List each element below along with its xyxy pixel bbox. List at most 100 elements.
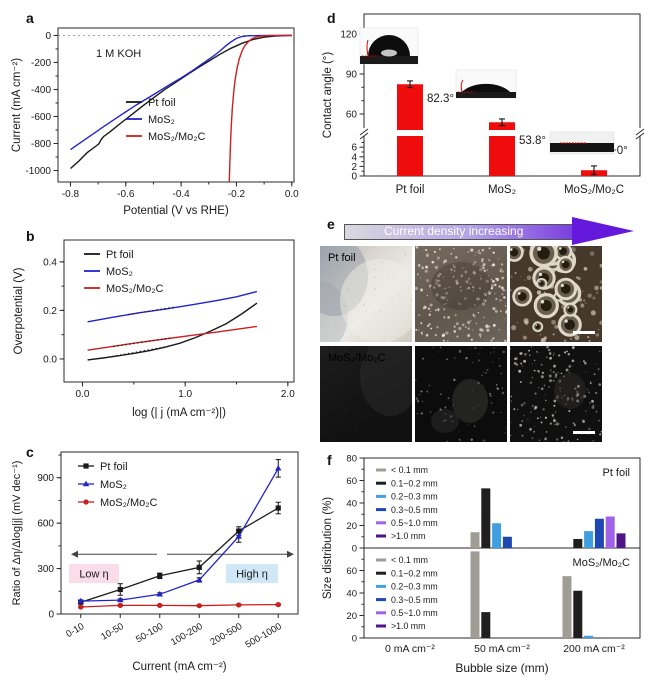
bubble [554,277,578,301]
svg-text:20: 20 [346,611,357,622]
bar-0.2~0.3 mm [492,523,502,548]
x-group-label: 200 mA cm⁻² [563,643,625,655]
svg-text:0.3~0.5 mm: 0.3~0.5 mm [391,505,438,515]
bar->1.0 mm [616,533,626,548]
svg-text:-1000: -1000 [25,166,51,177]
svg-text:-600: -600 [31,112,51,123]
x-axis-label: Potential (V vs RHE) [123,205,229,217]
svg-text:0.4: 0.4 [43,257,57,268]
svg-text:6: 6 [351,143,357,154]
svg-text:0: 0 [351,172,357,183]
series-MoS₂/Mo₂C [228,34,292,183]
photo-texture [415,346,506,442]
series-MoS₂ [70,34,292,151]
svg-text:>1.0 mm: >1.0 mm [391,531,425,541]
scale-bar [573,331,595,334]
svg-text:0.2~0.3 mm: 0.2~0.3 mm [391,582,438,592]
chart-polarization-curves: -0.8 -0.6 -0.4 -0.2 0.0 0 -200 -400 -600 -800 -100… [11,27,299,217]
svg-text:80: 80 [346,454,357,465]
photo-texture [510,246,602,342]
bar-0.3~0.5 mm [594,518,604,548]
svg-text:Pt foil: Pt foil [106,249,134,261]
panel-label-c: c [26,444,34,460]
series-MoS₂ [87,290,258,323]
value-label-pt: 82.3° [427,93,454,105]
photo-mos2mo2c-high-current [510,346,602,442]
x-group-label: 50 mA cm⁻² [474,643,530,655]
svg-text:2: 2 [351,162,357,173]
svg-text:60: 60 [346,566,357,577]
svg-text:0.0: 0.0 [285,189,299,200]
bar-0.1~0.2 mm [573,590,583,638]
bubble [529,246,558,268]
x-axis-label: Bubble size (mm) [455,661,548,675]
svg-text:< 0.1 mm: < 0.1 mm [391,555,428,565]
bar-< 0.1 mm [470,532,480,548]
photo-texture [320,246,412,342]
svg-text:-0.4: -0.4 [173,189,191,200]
svg-text:40: 40 [346,589,357,600]
legend: Pt foil MoS₂ MoS₂/Mo₂C [84,249,163,295]
svg-text:-0.2: -0.2 [228,189,246,200]
bar-0.1~0.2 mm [481,488,491,548]
bar-0.5~1.0 mm [605,516,615,548]
subplot-title: MoS₂/Mo₂C [573,557,630,569]
bar-0.3~0.5 mm [502,536,512,548]
svg-text:-800: -800 [31,139,51,150]
series-MoS₂/Mo₂C [78,602,281,610]
y-axis-label: Size distribution (%) [322,497,334,599]
bar-Pt foil [396,80,424,176]
axis-break-left [359,128,369,140]
svg-text:900: 900 [37,473,54,484]
electrolyte-annotation: 1 M KOH [96,48,141,60]
bubble [510,246,524,262]
plot-frame [63,239,295,383]
bubble [532,321,544,333]
svg-text:2.0: 2.0 [281,389,295,400]
chart-tafel-plots: 0.0 1.0 2.0 0.0 0.2 0.4 Pt foil MoS₂ MoS₂/Mo₂C lo… [13,239,295,419]
svg-text:-400: -400 [31,85,51,96]
svg-text:MoS₂/Mo₂C: MoS₂/Mo₂C [106,283,163,295]
svg-text:200-500: 200-500 [209,621,245,648]
axis-break-right [635,128,645,140]
svg-text:0: 0 [45,31,51,42]
bubble [557,255,575,274]
series-Pt foil [87,302,258,361]
photo-pt-foil-low-current: Pt foil [320,246,412,342]
y-axis-label: Ratio of Δη/Δlog|j| (mV dec⁻¹) [11,461,23,606]
series-MoS₂/Mo₂C [87,325,258,351]
svg-text:10-50: 10-50 [99,621,126,643]
bar-0.2~0.3 mm [584,531,594,548]
legend: Pt foil MoS₂ MoS₂/Mo₂C [126,97,205,143]
svg-text:0.5~1.0 mm: 0.5~1.0 mm [391,518,438,528]
droplet-photo-mos2mo2c [549,131,615,155]
svg-text:MoS₂: MoS₂ [148,114,175,126]
x-group-label: 0 mA cm⁻² [385,643,435,655]
x-category-label: Pt foil [396,184,425,196]
legend: Pt foil MoS₂ MoS₂/Mo₂C [78,461,157,509]
panel-label-d: d [327,10,336,26]
x-category-label: MoS₂/Mo₂C [564,184,624,196]
plot-frame [60,451,299,615]
svg-text:< 0.1 mm: < 0.1 mm [391,465,428,475]
arrow-label: Current density increasing [384,224,524,238]
svg-text:0.2: 0.2 [43,306,57,317]
y-axis-label: Overpotential (V) [13,267,25,354]
svg-text:0.1~0.2 mm: 0.1~0.2 mm [391,478,438,488]
svg-text:-0.6: -0.6 [117,189,135,200]
axes: 0.0 1.0 2.0 0.0 0.2 0.4 [43,257,295,400]
chart-bubble-size-distribution: 0 20 40 60 80 0 20 40 60 < 0.1 mm 0.1~0.2 mm 0.2~0.… [322,454,641,675]
svg-text:0.1~0.2 mm: 0.1~0.2 mm [391,568,438,578]
y-axis-label: Contact angle (°) [322,52,334,139]
photo-mos2mo2c-mid-current [415,346,507,442]
bubble [553,246,573,261]
y-axis-label: Current (mA cm⁻²) [11,58,23,152]
svg-text:90: 90 [346,70,358,81]
bar-MoS₂ [488,118,516,176]
scale-bar [573,431,595,434]
panel-label-e: e [327,216,335,232]
bar-0.1~0.2 mm [573,539,583,548]
svg-text:Low η: Low η [79,569,108,581]
